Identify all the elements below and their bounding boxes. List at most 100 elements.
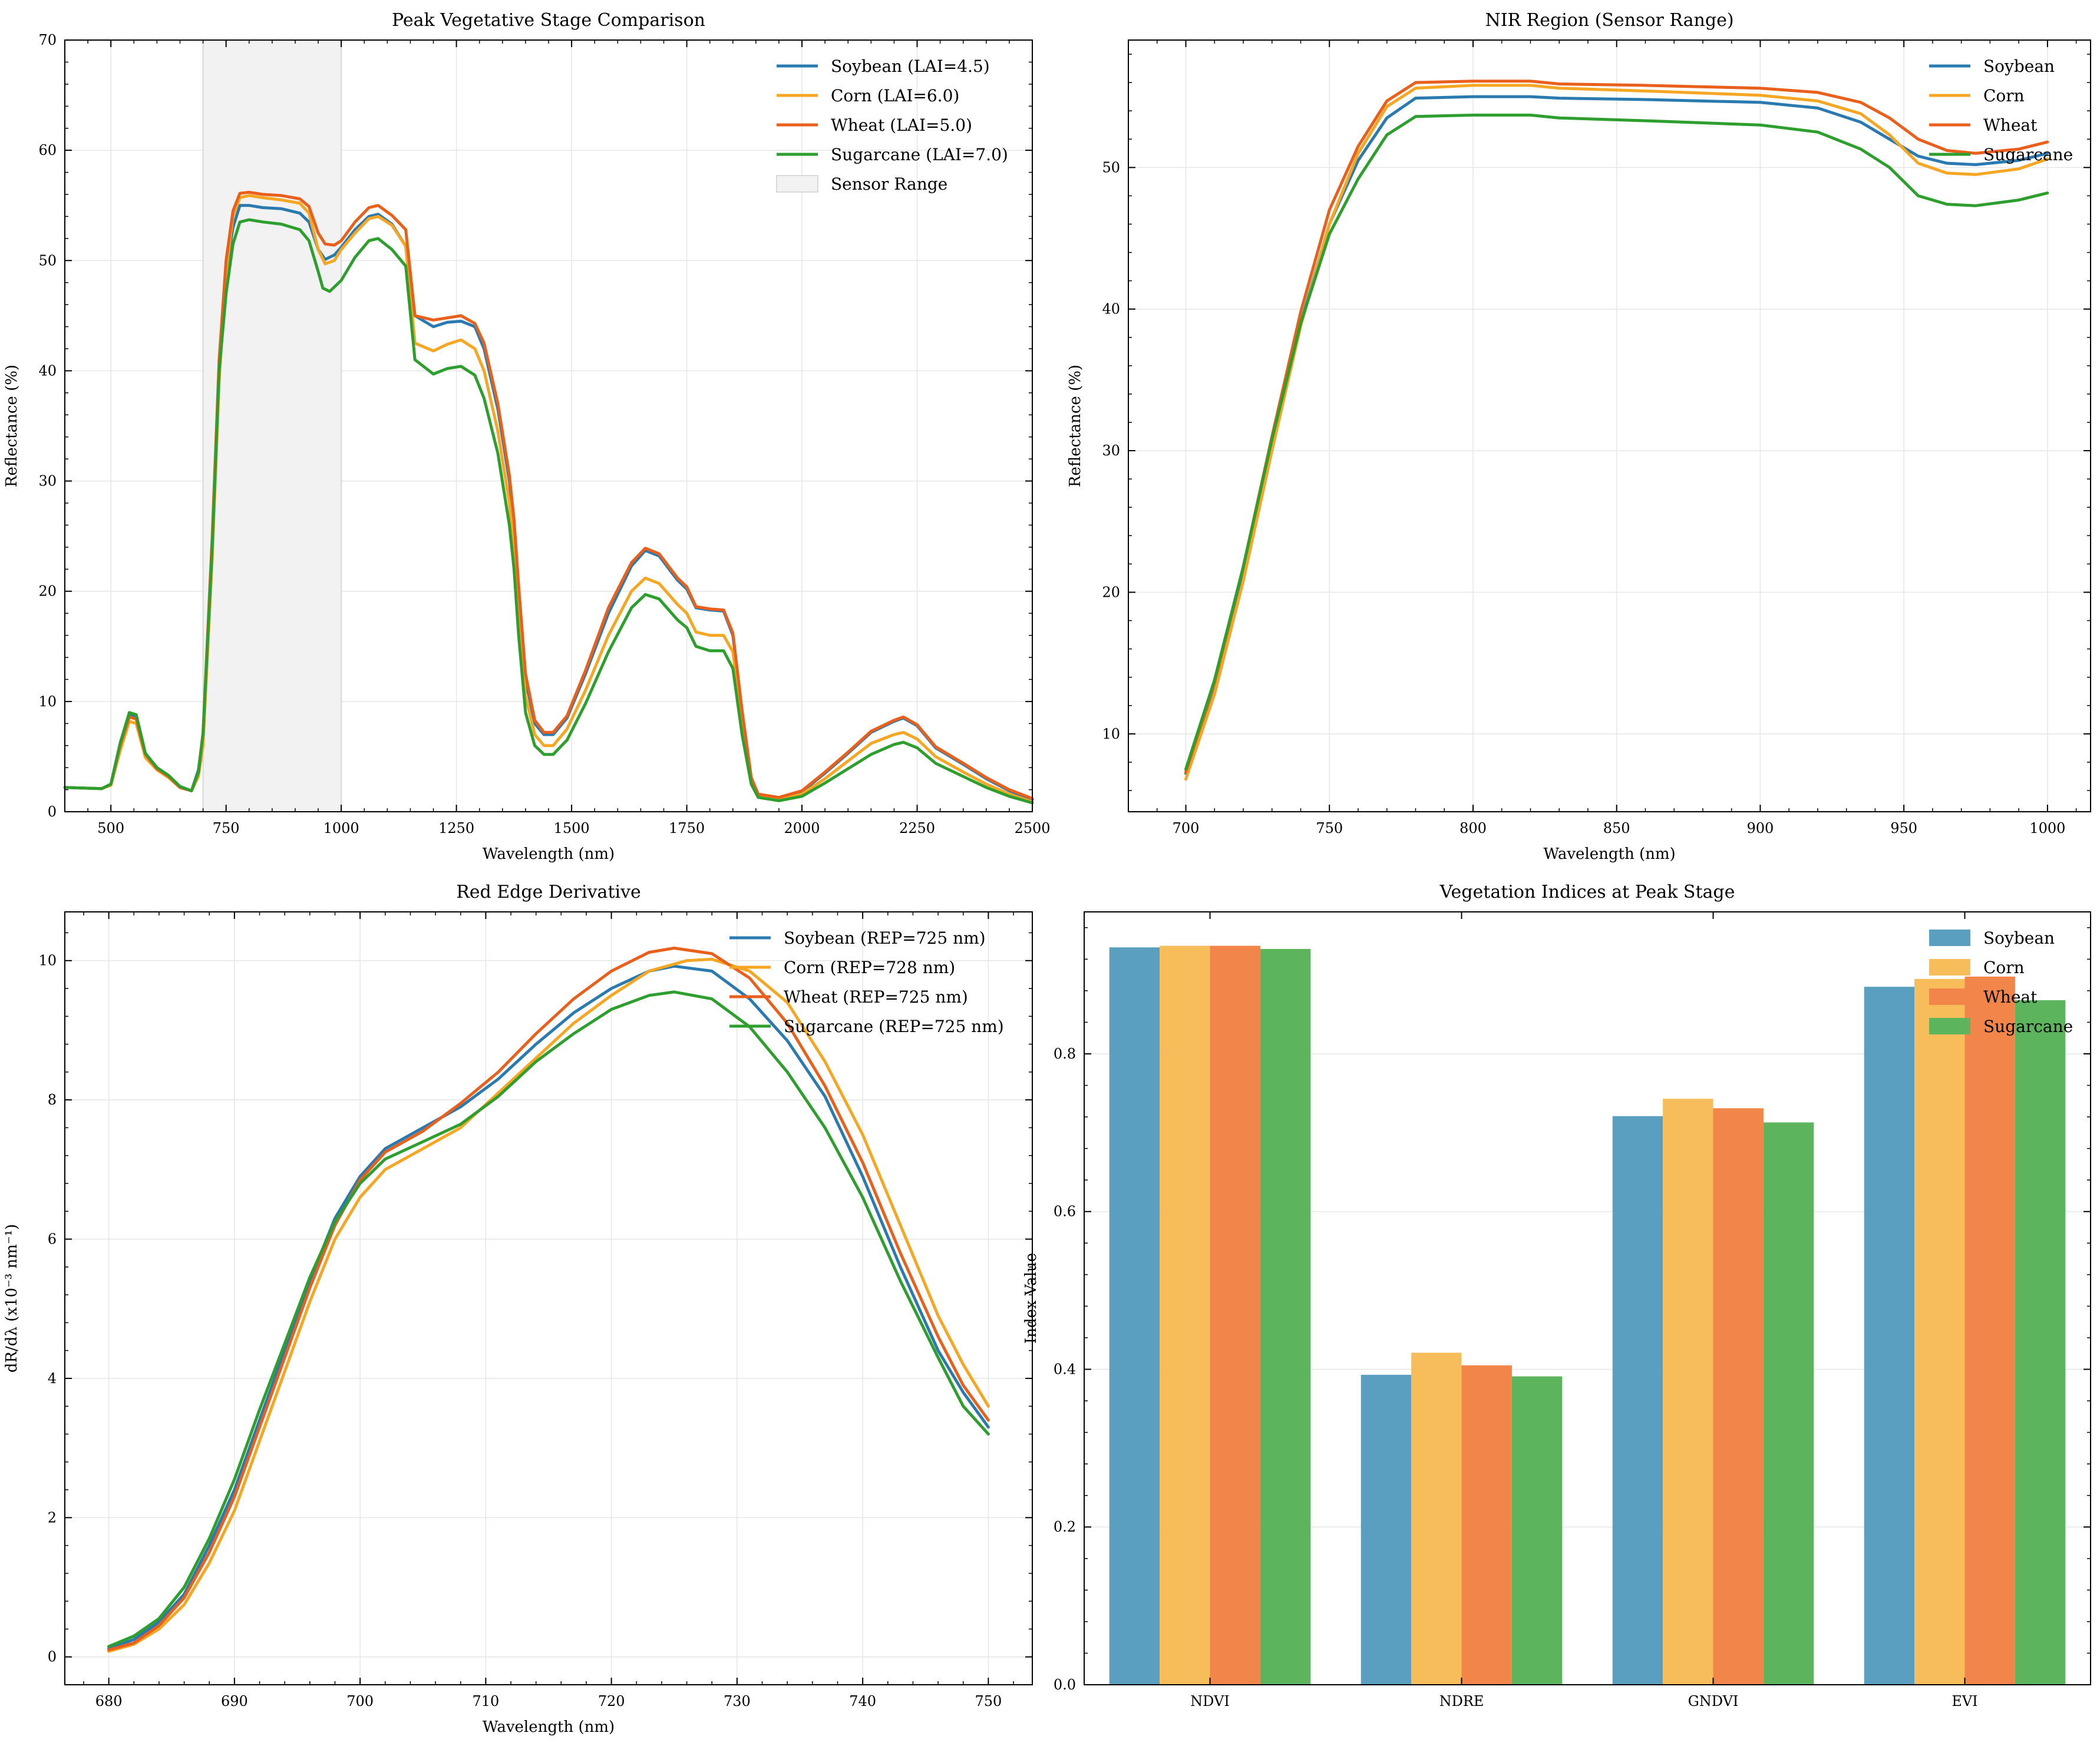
panel-title: NIR Region (Sensor Range): [1485, 10, 1734, 31]
x-tick-label: 800: [1460, 820, 1487, 836]
legend-swatch: [1929, 988, 1970, 1005]
axes-frame: [64, 911, 1033, 1685]
legend-label: Sugarcane: [1983, 145, 2073, 164]
y-tick-label: 50: [38, 252, 57, 269]
legend-label: Sugarcane: [1983, 1017, 2073, 1036]
bar-sugarcane-ndvi: [1260, 948, 1311, 1685]
x-tick-label: 1000: [2029, 820, 2065, 836]
x-tick-label: 700: [1173, 820, 1200, 836]
x-axis-label: Wavelength (nm): [1543, 845, 1675, 863]
y-tick-label: 0.4: [1054, 1361, 1076, 1377]
bar-soybean-ndvi: [1109, 947, 1160, 1685]
x-tick-label: 1250: [438, 820, 474, 836]
series-line-2: [1184, 80, 2049, 774]
series-line-0: [107, 964, 990, 1650]
legend-swatch: [776, 175, 818, 193]
x-tick-label: 750: [1316, 820, 1343, 836]
series-line-3: [107, 990, 990, 1648]
y-tick-label: 40: [1102, 301, 1120, 318]
bar-sugarcane-gndvi: [1763, 1122, 1814, 1685]
legend: Soybean (REP=725 nm) Corn (REP=728 nm) Whe…: [729, 928, 1004, 1036]
legend-label: Sugarcane (REP=725 nm): [784, 1017, 1004, 1036]
legend-label: Wheat (LAI=5.0): [831, 115, 972, 135]
x-tick-label: 750: [975, 1693, 1002, 1709]
panel-red-edge-derivative: 680 690 700 710 720 730 740 750 0 2 4 6 8 10 Red Edge …: [3, 882, 1033, 1736]
bar-soybean-evi: [1864, 987, 1915, 1685]
bar-corn-ndre: [1411, 1353, 1462, 1685]
panel-vegetation-indices: NDVI NDRE GNDVI EVI 0.0 0.2 0.4 0.6 0.8 Vegetatio…: [1022, 882, 2091, 1709]
x-tick-label: 2500: [1014, 820, 1050, 836]
y-tick-label: 0.2: [1054, 1519, 1076, 1535]
legend-label: Corn (LAI=6.0): [831, 86, 959, 105]
x-tick-label: 950: [1890, 820, 1917, 836]
legend-label: Corn (REP=728 nm): [784, 958, 955, 977]
bar-soybean-gndvi: [1612, 1116, 1663, 1685]
x-tick-label: 700: [346, 1693, 374, 1709]
legend-swatch: [1929, 959, 1970, 975]
x-tick-label: EVI: [1952, 1693, 1977, 1709]
y-tick-label: 10: [38, 693, 57, 710]
panel-peak-vegetative-stage: 500 750 1000 1250 1500 1750 2000 2250 2500 0 10 20 3…: [3, 10, 1051, 863]
series-line-1: [1184, 84, 2049, 781]
y-tick-label: 30: [1102, 442, 1120, 459]
y-tick-label: 0: [48, 1649, 57, 1665]
y-tick-label: 50: [1102, 159, 1120, 176]
x-tick-label: 710: [472, 1693, 499, 1709]
x-tick-label: 740: [849, 1693, 876, 1709]
y-tick-label: 20: [1102, 584, 1120, 600]
y-axis-label: Reflectance (%): [1066, 365, 1084, 487]
legend-label: Soybean: [1983, 928, 2055, 948]
x-tick-label: 680: [95, 1693, 123, 1709]
bar-corn-ndvi: [1160, 945, 1210, 1685]
sensor-range-band: [202, 39, 342, 812]
bar-corn-evi: [1914, 978, 1965, 1685]
x-axis-label: Wavelength (nm): [483, 845, 615, 863]
bar-wheat-ndre: [1461, 1365, 1512, 1685]
y-tick-label: 20: [38, 583, 57, 600]
legend-swatch: [1929, 1018, 1970, 1034]
bar-wheat-ndvi: [1210, 945, 1260, 1685]
y-tick-label: 4: [48, 1370, 57, 1387]
legend-label: Soybean (LAI=4.5): [831, 57, 990, 76]
y-tick-label: 60: [38, 142, 57, 158]
y-axis-label: Reflectance (%): [3, 365, 21, 487]
legend-label: Sugarcane (LAI=7.0): [831, 145, 1008, 164]
y-tick-label: 0: [48, 803, 57, 820]
series-line-3: [63, 218, 1034, 805]
legend: Soybean (LAI=4.5) Corn (LAI=6.0) Wheat (LA…: [776, 57, 1008, 194]
y-tick-label: 0.0: [1054, 1676, 1076, 1693]
legend-label: Corn: [1983, 86, 2025, 105]
x-tick-label: 720: [598, 1693, 625, 1709]
panel-nir-region: 700 750 800 850 900 950 1000 10 20 30 40 50 NIR Regi…: [1066, 10, 2091, 863]
bar-corn-gndvi: [1663, 1099, 1713, 1685]
x-tick-label: 1000: [323, 820, 359, 836]
y-tick-label: 10: [38, 953, 57, 969]
y-tick-label: 6: [48, 1231, 57, 1248]
x-tick-label: 1500: [554, 820, 590, 836]
axes-frame: [1084, 911, 2091, 1685]
x-tick-label: 850: [1603, 820, 1630, 836]
y-axis-label: dR/dλ (x10⁻³ nm⁻¹): [3, 1224, 21, 1373]
legend-label: Soybean: [1983, 57, 2055, 76]
x-tick-label: 500: [97, 820, 124, 836]
series-line-2: [107, 947, 990, 1652]
plot-area: [65, 912, 1032, 1685]
legend-label: Soybean (REP=725 nm): [784, 928, 986, 948]
y-tick-label: 0.6: [1054, 1203, 1076, 1220]
x-tick-label: 750: [213, 820, 240, 836]
bar-wheat-gndvi: [1713, 1108, 1764, 1685]
x-tick-label: 900: [1747, 820, 1774, 836]
x-tick-label: 2000: [784, 820, 820, 836]
legend-swatch: [1929, 930, 1970, 946]
y-axis-label: Index Value: [1022, 1253, 1040, 1344]
y-tick-label: 70: [38, 32, 57, 48]
bar-sugarcane-ndre: [1511, 1376, 1563, 1685]
x-tick-label: NDRE: [1439, 1693, 1484, 1709]
series-line-3: [1184, 113, 2049, 771]
y-tick-label: 10: [1102, 726, 1120, 742]
legend: Soybean Corn Wheat Sugarcane: [1929, 57, 2073, 164]
y-tick-label: 40: [38, 362, 57, 379]
bar-soybean-ndre: [1361, 1374, 1412, 1685]
legend-label: Corn: [1983, 958, 2025, 977]
